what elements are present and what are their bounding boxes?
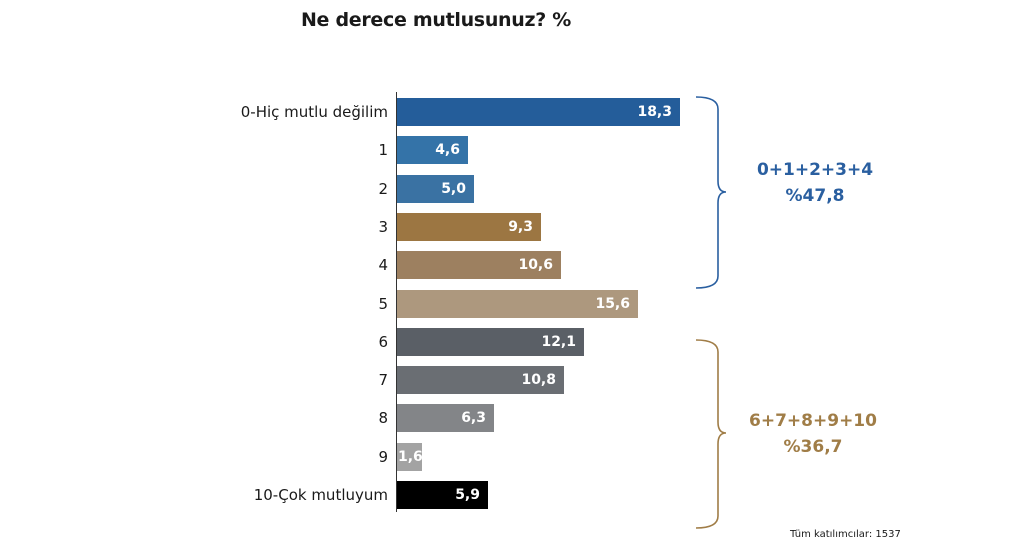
group-high-label: 6+7+8+9+10 %36,7 (728, 408, 898, 460)
category-label: 0-Hiç mutlu değilim (240, 103, 388, 121)
bar: 12,1 (397, 328, 584, 356)
category-label: 7 (378, 371, 388, 389)
bar: 10,8 (397, 366, 564, 394)
brace-group-high (695, 339, 727, 529)
category-label: 2 (378, 180, 388, 198)
bar-value-label: 5,0 (441, 181, 466, 197)
bar-row: 3 9,3 (0, 213, 1024, 241)
group-low-sum: 0+1+2+3+4 (756, 160, 874, 180)
category-label: 9 (378, 448, 388, 466)
group-low-label: 0+1+2+3+4 %47,8 (730, 157, 900, 209)
bar-value-label: 10,8 (521, 372, 556, 388)
category-label: 4 (378, 256, 388, 274)
category-label: 3 (378, 218, 388, 236)
bar: 9,3 (397, 213, 541, 241)
bar-value-label: 1,6 (398, 449, 423, 465)
bar: 5,0 (397, 175, 474, 203)
chart-title: Ne derece mutlusunuz? % (300, 9, 572, 31)
bar-row: 1 4,6 (0, 136, 1024, 164)
bar-value-label: 6,3 (461, 410, 486, 426)
category-label: 1 (378, 141, 388, 159)
bar-row: 8 6,3 (0, 404, 1024, 432)
bar: 5,9 (397, 481, 488, 509)
bar-value-label: 18,3 (637, 104, 672, 120)
bar-value-label: 5,9 (455, 487, 480, 503)
bar-value-label: 10,6 (518, 257, 553, 273)
bar-value-label: 9,3 (508, 219, 533, 235)
bar-row: 2 5,0 (0, 175, 1024, 203)
category-label: 6 (378, 333, 388, 351)
bar-row: 10-Çok mutluyum 5,9 (0, 481, 1024, 509)
participants-footnote: Tüm katılımcılar: 1537 (790, 529, 901, 540)
bar-row: 7 10,8 (0, 366, 1024, 394)
bar: 1,6 (397, 443, 423, 471)
bar: 15,6 (397, 290, 638, 318)
y-axis-line (396, 92, 397, 512)
bar-value-label: 12,1 (541, 334, 576, 350)
bar: 4,6 (397, 136, 468, 164)
category-label: 8 (378, 409, 388, 427)
bar-row: 4 10,6 (0, 251, 1024, 279)
bar: 18,3 (397, 98, 680, 126)
group-low-percent: %47,8 (785, 186, 845, 206)
category-label: 5 (378, 295, 388, 313)
group-high-percent: %36,7 (783, 437, 843, 457)
bar-row: 6 12,1 (0, 328, 1024, 356)
bar-value-label: 4,6 (435, 142, 460, 158)
bar-row: 0-Hiç mutlu değilim 18,3 (0, 98, 1024, 126)
bar-value-label: 15,6 (595, 296, 630, 312)
group-high-sum: 6+7+8+9+10 (749, 411, 877, 431)
brace-group-low (695, 96, 727, 289)
bar: 6,3 (397, 404, 494, 432)
bar-row: 5 15,6 (0, 290, 1024, 318)
bar-row: 9 1,6 (0, 443, 1024, 471)
bar: 10,6 (397, 251, 561, 279)
category-label: 10-Çok mutluyum (253, 486, 388, 504)
